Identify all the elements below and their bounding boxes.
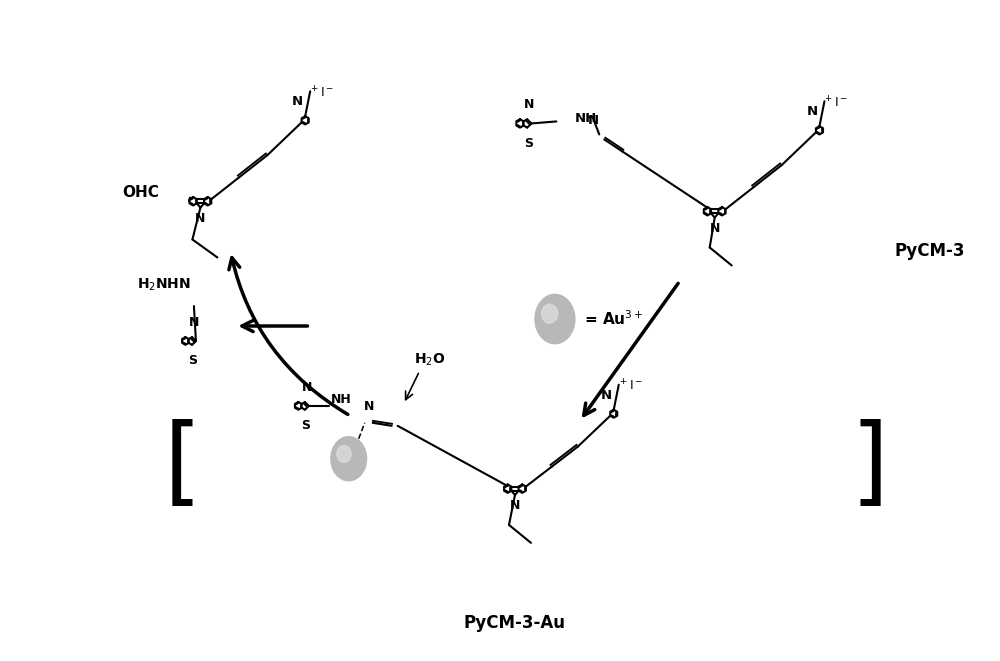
Text: N: N xyxy=(588,114,599,128)
Text: H$_2$NHN: H$_2$NHN xyxy=(137,277,191,293)
Text: N: N xyxy=(524,98,534,111)
Text: N: N xyxy=(292,95,303,108)
Text: $^+$I$^-$: $^+$I$^-$ xyxy=(309,85,334,100)
Text: N: N xyxy=(189,316,199,329)
Text: NH: NH xyxy=(331,393,351,407)
Text: OHC: OHC xyxy=(122,185,159,200)
Text: S: S xyxy=(524,137,533,149)
Text: PyCM-3-Au: PyCM-3-Au xyxy=(464,614,566,633)
Text: S: S xyxy=(301,418,310,432)
Text: = Au$^{3+}$: = Au$^{3+}$ xyxy=(584,309,643,329)
Text: N: N xyxy=(710,221,720,235)
Text: $^+$I$^-$: $^+$I$^-$ xyxy=(823,95,849,110)
Text: N: N xyxy=(806,105,817,118)
Ellipse shape xyxy=(337,446,351,463)
Text: N: N xyxy=(302,381,312,394)
Text: [: [ xyxy=(163,419,201,512)
Text: PyCM-3: PyCM-3 xyxy=(894,242,965,260)
Text: H$_2$O: H$_2$O xyxy=(414,352,445,368)
Ellipse shape xyxy=(535,294,575,344)
Text: N: N xyxy=(510,499,520,512)
Text: N: N xyxy=(195,212,206,225)
Text: S: S xyxy=(189,354,198,367)
Ellipse shape xyxy=(542,304,558,323)
Text: N: N xyxy=(601,389,612,402)
Text: NH: NH xyxy=(574,112,597,125)
Ellipse shape xyxy=(331,437,367,481)
Text: ]: ] xyxy=(850,419,888,512)
Text: $^+$I$^-$: $^+$I$^-$ xyxy=(618,379,643,394)
Text: N: N xyxy=(363,400,374,413)
